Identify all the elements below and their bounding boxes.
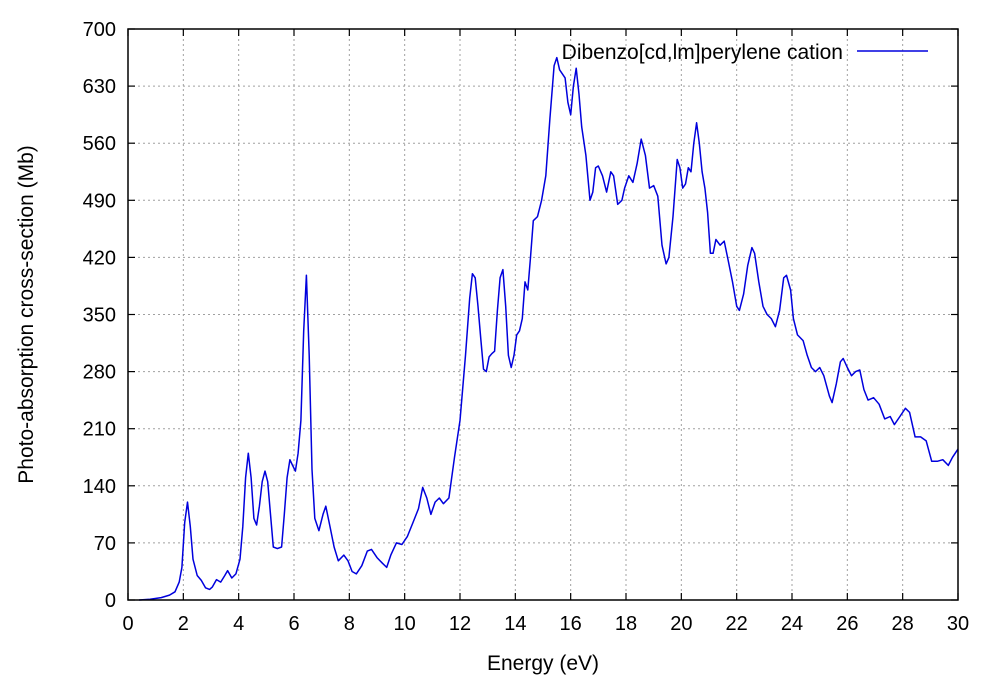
y-tick-label: 70 (94, 533, 116, 555)
x-tick-label: 0 (122, 613, 133, 635)
x-tick-label: 30 (947, 613, 969, 635)
y-tick-label: 0 (105, 590, 116, 612)
x-tick-label: 26 (836, 613, 858, 635)
y-axis-label: Photo-absorption cross-section (Mb) (15, 145, 38, 483)
series-line (139, 56, 959, 601)
ticks: 0 2 4 6 8 10 12 14 16 18 20 22 24 26 28 300701402102803… (83, 19, 970, 635)
x-tick-label: 20 (670, 613, 692, 635)
legend-label: Dibenzo[cd,lm]perylene cation (562, 41, 843, 64)
x-tick-label: 10 (394, 613, 416, 635)
x-tick-label: 6 (288, 613, 299, 635)
x-tick-label: 22 (726, 613, 748, 635)
y-tick-label: 420 (83, 247, 116, 269)
grid (128, 29, 958, 600)
y-tick-label: 140 (83, 476, 116, 498)
x-tick-label: 4 (233, 613, 244, 635)
y-tick-label: 210 (83, 419, 116, 441)
y-tick-label: 490 (83, 190, 116, 212)
x-tick-label: 28 (892, 613, 914, 635)
y-tick-label: 560 (83, 133, 116, 155)
y-tick-label: 350 (83, 305, 116, 327)
legend: Dibenzo[cd,lm]perylene cation (562, 41, 928, 64)
x-tick-label: 24 (781, 613, 803, 635)
x-tick-label: 12 (449, 613, 471, 635)
y-tick-label: 700 (83, 19, 116, 41)
x-tick-label: 16 (560, 613, 582, 635)
y-tick-label: 630 (83, 76, 116, 98)
x-tick-label: 2 (178, 613, 189, 635)
x-axis-label: Energy (eV) (487, 652, 599, 675)
x-tick-label: 14 (504, 613, 526, 635)
series-layer (139, 56, 959, 601)
x-tick-label: 18 (615, 613, 637, 635)
y-tick-label: 280 (83, 362, 116, 384)
x-tick-label: 8 (344, 613, 355, 635)
